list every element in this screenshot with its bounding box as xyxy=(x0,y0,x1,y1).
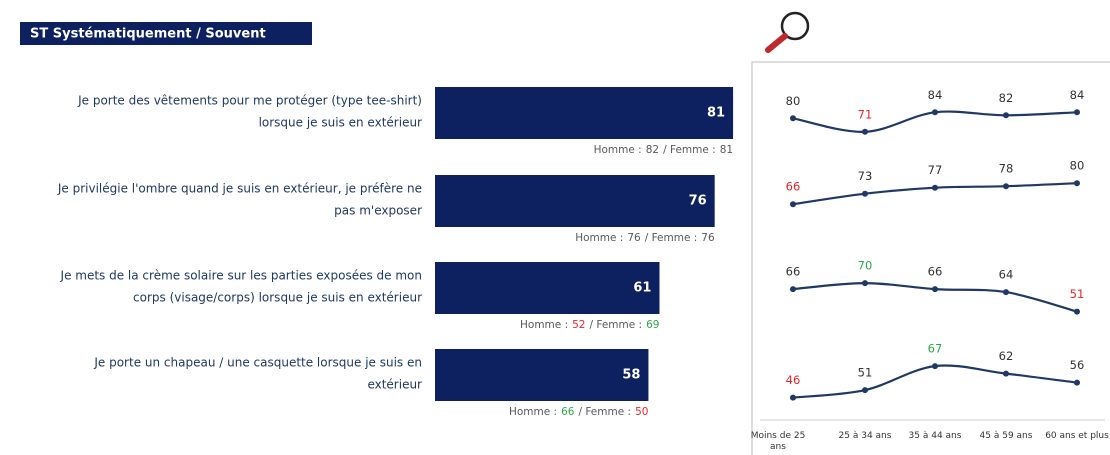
point-label: 66 xyxy=(786,180,801,194)
category-label: Je privilégie l'ombre quand je suis en e… xyxy=(57,182,422,196)
homme-value: 66 xyxy=(561,406,575,418)
point xyxy=(790,286,796,293)
x-tick-label: Moins de 25 ans xyxy=(750,431,806,452)
point xyxy=(1074,308,1080,315)
title-box xyxy=(20,22,312,45)
point-label: 82 xyxy=(999,91,1014,105)
line xyxy=(792,364,1078,399)
gender-prefix: Homme : xyxy=(594,144,642,156)
point-label: 64 xyxy=(999,268,1014,282)
point-label: 62 xyxy=(999,349,1014,363)
category-label: Je mets de la crème solaire sur les part… xyxy=(60,269,422,283)
point xyxy=(790,115,796,122)
gender-prefix: / Femme : xyxy=(590,319,643,331)
point-label: 71 xyxy=(858,107,873,121)
panel-border xyxy=(751,61,1110,455)
category-label: pas m'exposer xyxy=(334,204,422,218)
bar xyxy=(435,175,715,227)
bar xyxy=(435,87,734,139)
point-label: 80 xyxy=(786,94,801,108)
homme-value: 76 xyxy=(627,232,641,244)
point xyxy=(1003,183,1009,190)
category-label: corps (visage/corps) lorsque je suis en … xyxy=(133,291,422,305)
gender-label: Homme : 82 / Femme : 81 xyxy=(594,144,733,156)
point-label: 66 xyxy=(928,265,943,279)
gender-prefix: Homme : xyxy=(575,232,623,244)
bar-value-label: 81 xyxy=(707,106,725,121)
point xyxy=(1003,112,1009,119)
homme-value: 52 xyxy=(572,319,585,331)
point xyxy=(790,201,796,208)
point-label: 78 xyxy=(999,162,1014,176)
x-tick-label: 35 à 44 ans xyxy=(908,431,962,441)
x-tick-label: 25 à 34 ans xyxy=(838,431,892,441)
gender-prefix: / Femme : xyxy=(663,144,716,156)
point xyxy=(790,394,796,401)
bar-value-label: 61 xyxy=(633,281,651,296)
category-label: lorsque je suis en extérieur xyxy=(259,116,422,130)
point-label: 66 xyxy=(786,265,801,279)
point-label: 46 xyxy=(786,373,801,387)
point xyxy=(1003,289,1009,296)
point xyxy=(1074,109,1080,116)
femme-value: 69 xyxy=(646,319,659,331)
femme-value: 81 xyxy=(720,144,733,156)
point xyxy=(1074,180,1080,187)
point-label: 70 xyxy=(858,259,873,273)
bar-value-label: 58 xyxy=(622,368,640,383)
point xyxy=(932,286,938,293)
category-label: extérieur xyxy=(367,378,422,392)
point xyxy=(932,109,938,116)
point xyxy=(1074,379,1080,386)
point xyxy=(862,190,868,197)
point xyxy=(1003,370,1009,377)
point xyxy=(862,128,868,135)
bar xyxy=(435,349,649,401)
femme-value: 50 xyxy=(635,406,648,418)
x-tick-label: 60 ans et plus xyxy=(1045,431,1109,441)
category-label: Je porte un chapeau / une casquette lors… xyxy=(93,356,422,370)
homme-value: 82 xyxy=(646,144,659,156)
bar-value-label: 76 xyxy=(689,194,707,209)
category-label: Je porte des vêtements pour me protéger … xyxy=(77,94,422,108)
gender-label: Homme :76/ Femme :76 xyxy=(575,232,715,244)
point-label: 80 xyxy=(1070,159,1085,173)
point-label: 51 xyxy=(1070,287,1085,301)
gender-prefix: / Femme : xyxy=(578,406,631,418)
point xyxy=(862,280,868,287)
point-label: 84 xyxy=(1070,88,1085,102)
gender-prefix: / Femme : xyxy=(645,232,698,244)
point xyxy=(932,184,938,191)
x-tick-label: 45 à 59 ans xyxy=(979,431,1033,441)
gender-prefix: Homme : xyxy=(509,406,557,418)
magnifier-icon xyxy=(765,11,810,53)
point xyxy=(862,387,868,394)
point-label: 67 xyxy=(928,342,943,356)
femme-value: 76 xyxy=(701,232,715,244)
point-label: 73 xyxy=(858,169,873,183)
point-label: 51 xyxy=(858,366,873,380)
point-label: 77 xyxy=(928,163,943,177)
chart-title: ST Systématiquement / Souvent xyxy=(30,27,266,42)
point-label: 56 xyxy=(1070,358,1085,372)
point-label: 84 xyxy=(928,88,943,102)
gender-prefix: Homme : xyxy=(520,319,568,331)
gender-label: Homme : 66/ Femme : 50 xyxy=(509,406,648,418)
bar xyxy=(435,262,660,314)
gender-label: Homme : 52 / Femme :69 xyxy=(520,319,659,331)
point xyxy=(932,363,938,370)
